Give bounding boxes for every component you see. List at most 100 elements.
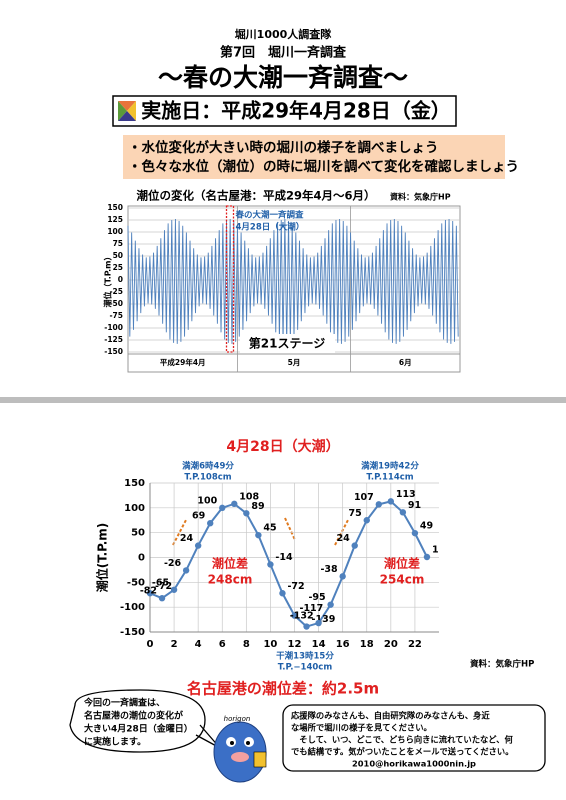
data-point	[279, 590, 286, 597]
org: 堀川1000人調査隊	[235, 27, 333, 41]
chart-2: 4月28日（大潮） 資料：気象庁HP -150 -100 -50 0 50 100 150 0…	[95, 438, 535, 673]
x-tick-label: 18	[360, 639, 374, 650]
y-tick-label: -125	[104, 335, 123, 344]
data-label: 100	[197, 495, 217, 506]
y-tick-label: -150	[104, 347, 123, 356]
x-tick-label: 平成29年4月	[160, 357, 206, 367]
message-line: な場所で堀川の様子を見てください。	[291, 723, 432, 733]
message-box	[282, 704, 546, 772]
annotation: T.P.−140cm	[278, 663, 333, 673]
data-label: -26	[164, 558, 182, 569]
chart-title: 4月28日（大潮）	[226, 438, 339, 455]
x-tick-label: 0	[147, 639, 154, 650]
data-label: 1	[432, 545, 439, 556]
data-point	[231, 500, 238, 508]
data-point	[387, 498, 395, 505]
data-point	[351, 542, 358, 549]
goal: ・水位変化が大きい時の堀川の様子を調べましょう	[128, 139, 439, 156]
data-point	[194, 542, 202, 549]
y-tick-label: 150	[124, 478, 145, 489]
y-tick-label: 125	[107, 215, 123, 224]
annotation: 4月28日（大潮）	[236, 222, 305, 233]
trend-arrows	[172, 517, 349, 546]
data-line	[127, 219, 459, 344]
data-label: 45	[263, 523, 276, 534]
chart-source: 資料：気象庁HP	[469, 659, 534, 670]
x-tick-label: 20	[384, 639, 398, 650]
x-tick-label: 22	[408, 639, 422, 650]
y-tick-label: 100	[107, 227, 123, 236]
y-tick-label: -25	[109, 287, 123, 296]
x-tick-label: 6	[219, 639, 226, 650]
x-tick-label: 14	[312, 639, 326, 650]
y-tick-label: -50	[127, 577, 145, 588]
data-label: 49	[420, 521, 433, 532]
x-tick-label: 2	[171, 639, 178, 650]
data-point	[207, 520, 214, 527]
event: 第7回 堀川一斉調査	[220, 45, 347, 61]
notice-line: 大きい4月28日（金曜日）	[84, 723, 193, 735]
page-break	[0, 397, 566, 403]
data-label: -139	[312, 614, 336, 625]
data-point	[182, 567, 190, 574]
data-point	[399, 509, 407, 516]
data-point	[267, 561, 274, 568]
annotation: T.P.114cm	[366, 473, 413, 483]
y-tick-label: -50	[109, 299, 123, 308]
highlight	[225, 205, 235, 353]
y-axis-label: 潮位（T.P.m）	[103, 252, 113, 307]
stage-label: 第21ステージ	[249, 336, 325, 351]
data-point	[255, 531, 262, 539]
y-axis-label: 潮位(T.P.m)	[95, 523, 110, 593]
y-tick-label: 0	[138, 553, 145, 564]
data-label: 108	[239, 491, 259, 502]
data-label: 91	[408, 500, 421, 511]
x-tick-label: 10	[263, 639, 277, 650]
x-axis-strip	[127, 353, 461, 373]
annotation: T.P.108cm	[184, 473, 231, 483]
email: 2010@horikawa1000nin.jp	[352, 759, 476, 769]
data-point	[375, 501, 382, 508]
x-tick-label: 16	[336, 639, 350, 650]
y-tick-label: 75	[113, 239, 123, 248]
y-tick-label: -75	[109, 311, 123, 320]
y-tick-label: 50	[113, 251, 123, 260]
data-label: -117	[300, 603, 324, 614]
annotation: 潮位差	[384, 556, 420, 571]
y-tick-label: -100	[104, 323, 123, 332]
chart-title: 潮位の変化（名古屋港：平成29年4月～6月）	[136, 189, 375, 203]
message-line: 応援隊のみなさんも、自由研究隊のみなさんも、身近	[291, 711, 490, 721]
data-point	[303, 623, 310, 630]
y-tick-label: 100	[124, 503, 145, 514]
data-point	[243, 510, 250, 517]
notice-line: に実施します。	[84, 736, 146, 748]
y-tick-label: 0	[118, 275, 123, 284]
data-label: 89	[251, 501, 264, 512]
y-tick-label: -150	[120, 627, 145, 638]
goal: ・色々な水位（潮位）の時に堀川を調べて変化を確認しましょう	[128, 158, 519, 175]
data-label: 24	[180, 533, 194, 544]
x-tick-label: 5月	[288, 358, 301, 367]
stage-box	[240, 334, 335, 353]
data-point	[291, 612, 298, 619]
data-point	[411, 529, 419, 537]
data-label: -132	[290, 611, 314, 622]
x-tick-label: 6月	[399, 358, 412, 367]
data-label: 24	[336, 533, 350, 544]
mascot-name: horigon	[224, 715, 251, 723]
data-point	[363, 517, 370, 524]
data-point	[219, 504, 226, 512]
annotation: 満潮6時49分	[182, 461, 234, 472]
y-tick-label: 150	[107, 203, 123, 212]
data-label: 75	[349, 508, 362, 519]
mascot: horigon	[213, 715, 267, 783]
annotation: 254cm	[380, 573, 425, 587]
data-label: -65	[152, 577, 169, 588]
annotation: 満潮19時42分	[361, 461, 419, 472]
annotation: 248cm	[208, 573, 253, 587]
date-box	[112, 95, 457, 127]
data-label: -72	[155, 581, 172, 592]
message-line: でも結構です。気がついたことをメールで送ってください。	[291, 747, 514, 757]
data-label: -72	[287, 581, 304, 592]
date: 実施日：平成29年4月28日（金）	[141, 99, 451, 123]
